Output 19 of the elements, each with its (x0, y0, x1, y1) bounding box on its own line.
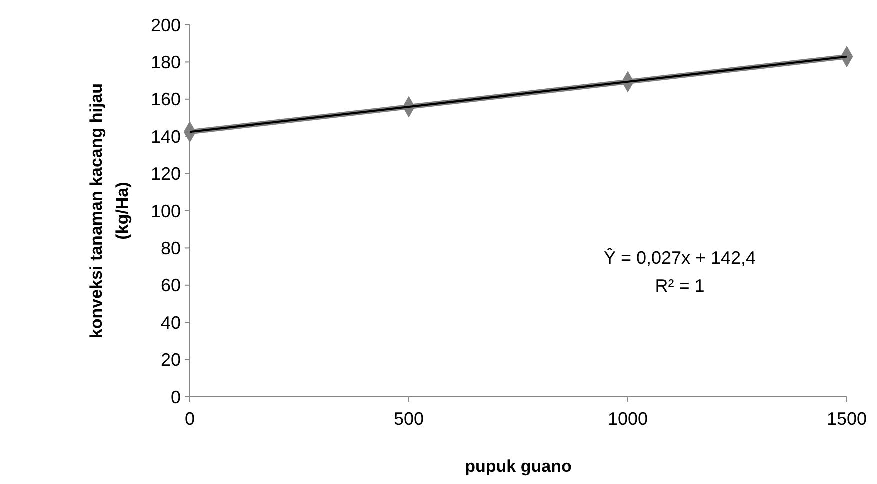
y-tick-label: 80 (160, 238, 181, 258)
x-tick-label: 0 (184, 409, 196, 429)
y-tick-label: 60 (160, 276, 181, 296)
y-tick-label: 20 (160, 350, 181, 370)
y-tick-label: 40 (160, 312, 181, 333)
y-tick-label: 160 (150, 90, 181, 110)
y-tick-label: 180 (150, 52, 181, 72)
x-tick-label: 500 (394, 409, 424, 429)
y-tick-label: 200 (150, 15, 181, 36)
y-axis-title: konveksi tanaman kacang hijau (kg/Ha) (87, 83, 132, 339)
annotation: Ŷ = 0,027x + 142,4 (604, 248, 756, 268)
y-tick-label: 120 (150, 164, 181, 184)
x-tick-label: 1500 (826, 409, 868, 429)
annotation: R² = 1 (655, 276, 705, 296)
x-tick-label: 1000 (608, 409, 648, 429)
y-tick-label: 0 (170, 387, 181, 408)
x-axis-title: pupuk guano (465, 457, 572, 476)
y-tick-label: 100 (150, 201, 181, 222)
y-tick-label: 140 (150, 126, 181, 147)
